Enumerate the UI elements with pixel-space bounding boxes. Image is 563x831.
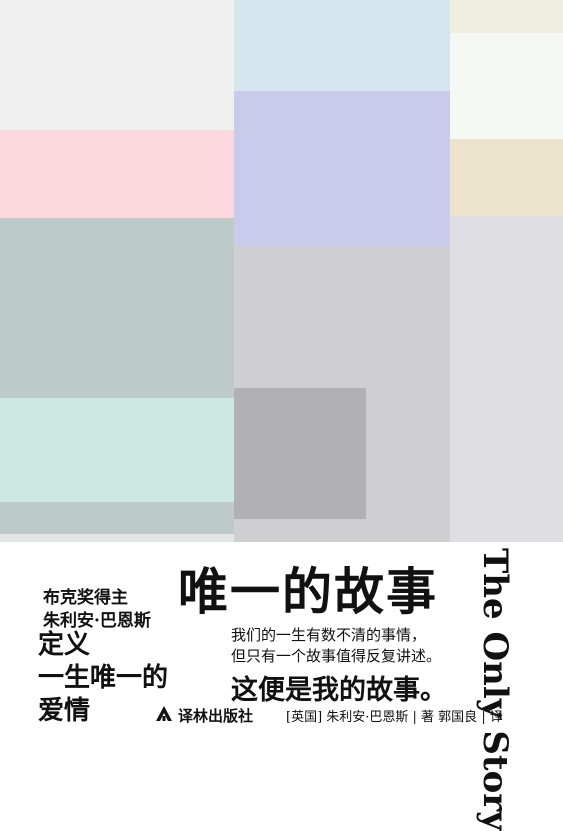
block-dark-gray: [234, 388, 366, 519]
block-sage: [0, 218, 234, 398]
book-title: 唯一的故事: [178, 562, 438, 621]
description-line-2: 但只有一个故事值得反复讲述。: [231, 647, 442, 665]
block-pink: [0, 130, 234, 218]
block-mint: [0, 398, 234, 502]
english-title: The Only Story: [475, 548, 515, 831]
award-label: 布克奖得主: [43, 588, 128, 608]
description-line-1: 我们的一生有数不清的事情，: [231, 626, 427, 644]
tagline-line-1: 定义: [38, 630, 91, 660]
emphasis-line: 这便是我的故事。: [231, 675, 447, 706]
block-cool-gray: [450, 216, 563, 542]
block-pale-bottom: [0, 534, 234, 542]
tagline-line-2: 一生唯一的: [38, 663, 169, 693]
block-sky: [234, 0, 450, 91]
publisher-name: 译林出版社: [178, 707, 254, 725]
block-beige: [450, 139, 563, 216]
block-periwinkle: [234, 91, 450, 246]
block-ivory: [450, 33, 563, 139]
block-light-gray: [0, 0, 234, 130]
publisher-logo-icon: [156, 706, 172, 721]
author-translator-credit: [英国] 朱利安·巴恩斯 | 著 郭国良 | 译: [286, 710, 503, 725]
block-sage-bottom: [0, 502, 234, 534]
block-cream: [450, 0, 563, 33]
tagline-line-3: 爱情: [38, 696, 91, 726]
author-name: 朱利安·巴恩斯: [43, 611, 151, 631]
